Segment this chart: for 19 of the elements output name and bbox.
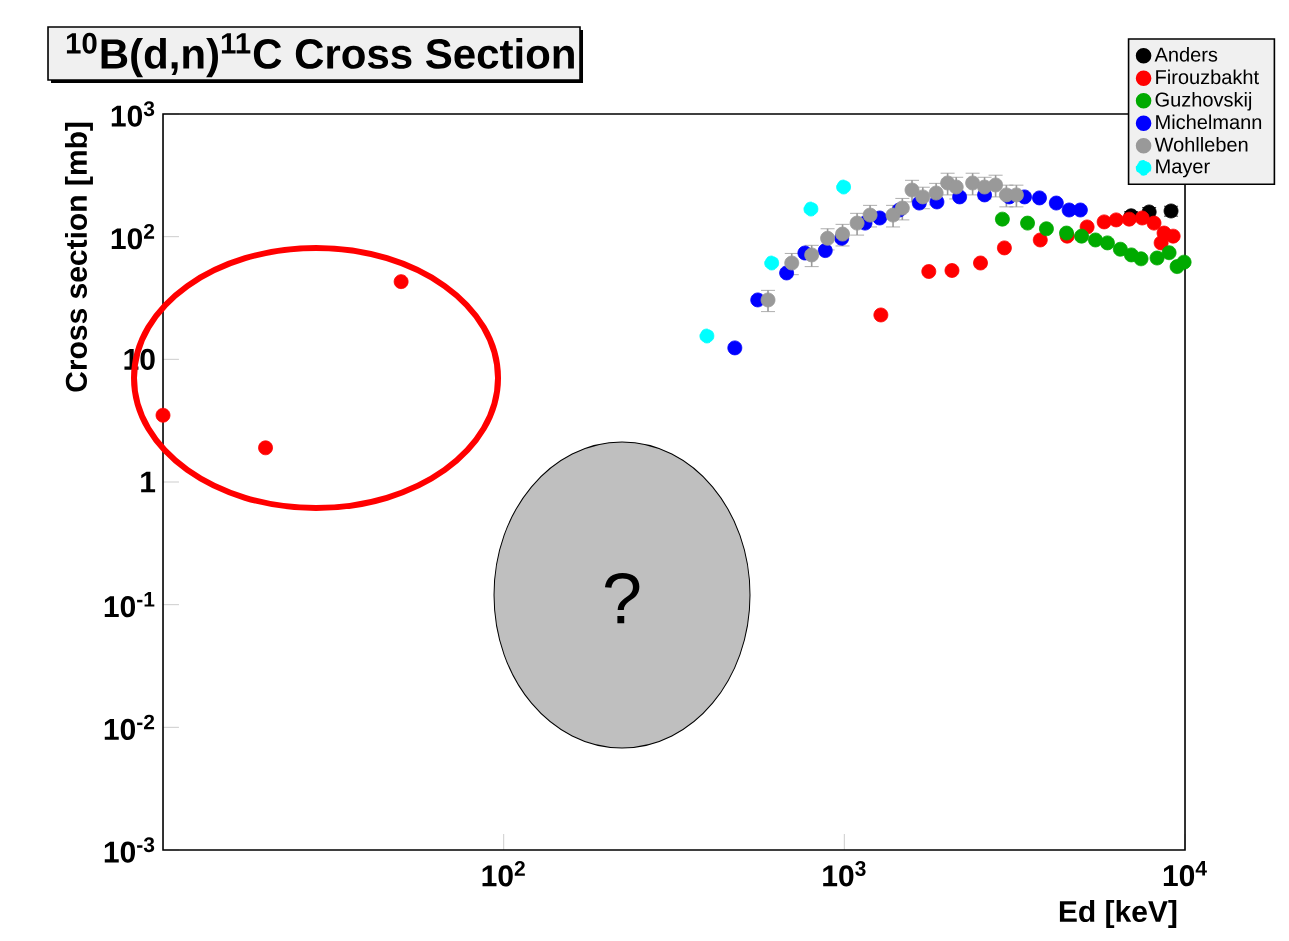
legend-label: Firouzbakht [1156,69,1259,85]
y-tick-label: 10$^{3}$ [111,101,155,127]
y-tick-label: 1 [141,471,156,493]
x-tick-label: 10$^{4}$ [1163,861,1207,887]
y-tick-label: 10$^{-1}$ [104,592,155,618]
legend-label: Michelmann [1156,114,1262,130]
legend-label: Mayer [1156,159,1210,178]
y-tick-label: 10$^{2}$ [111,223,155,250]
y-tick-label: 10$^{-2}$ [104,714,155,741]
y-tick-label: 10$^{-3}$ [104,837,155,863]
x-tick-label: 10$^{3}$ [823,861,866,887]
x-tick-label: 10$^{2}$ [482,861,525,887]
legend-label: Wohlleben [1154,136,1248,152]
legend-label: Guzhovskij [1155,91,1252,111]
y-axis-title: Cross section [mb] [64,122,93,392]
legend-label: Anders [1154,47,1218,62]
x-axis-title: Ed [keV] [1059,900,1177,929]
chart-title: $^{10}$B(d,n)$^{11}$C Cross Section [66,32,574,78]
annotation: ? [604,572,640,624]
